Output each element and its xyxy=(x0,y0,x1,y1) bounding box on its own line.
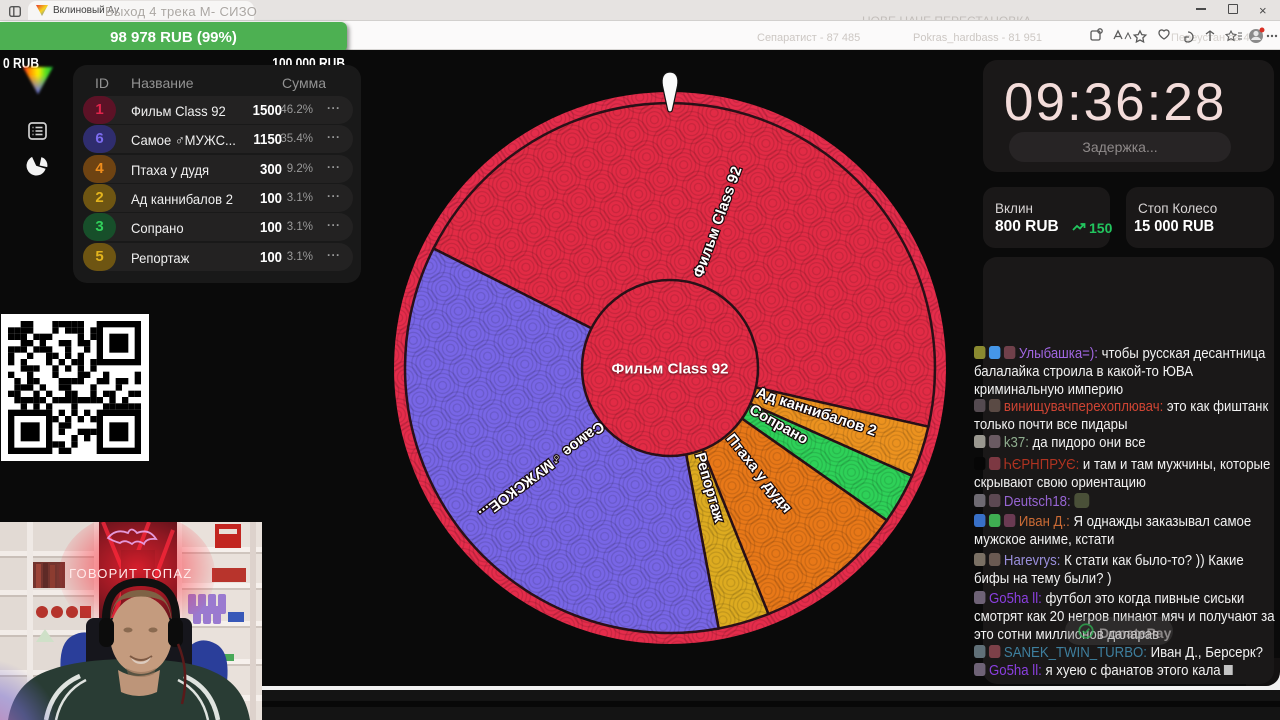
svg-text:ГОВОРИТ ТОПАZ: ГОВОРИТ ТОПАZ xyxy=(69,566,192,581)
svg-text:Фильм Class 92: Фильм Class 92 xyxy=(612,361,729,378)
